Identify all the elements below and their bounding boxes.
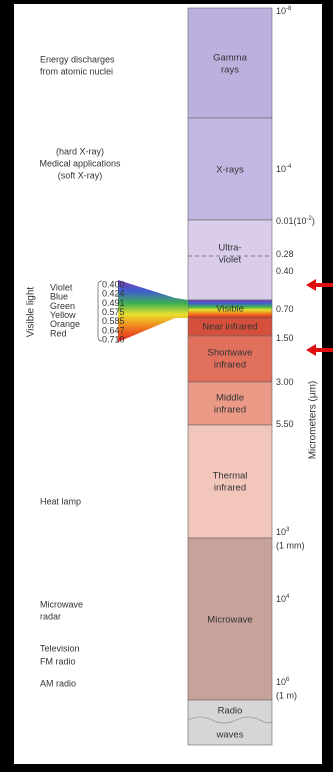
scale-text: 0.28 xyxy=(276,249,294,259)
scale-label: (1 mm) xyxy=(276,540,305,550)
band-label: infrared xyxy=(214,483,246,494)
scale-base: 10 xyxy=(276,164,286,174)
scale-after: ) xyxy=(312,216,315,226)
scale-base: 10 xyxy=(276,527,286,537)
scale-text: 0.40 xyxy=(276,266,294,276)
band-label: Radio xyxy=(218,706,243,717)
scale-label: 0.70 xyxy=(276,304,294,314)
band-label: X-rays xyxy=(216,165,244,176)
use-label: Heat lamp xyxy=(40,496,81,506)
scale-exp: -8 xyxy=(286,6,292,12)
band-label: infrared xyxy=(214,405,246,416)
band-label: rays xyxy=(221,65,239,76)
scale-label: 1.50 xyxy=(276,333,294,343)
band-label: Near infrared xyxy=(202,322,257,333)
band-label: Thermal xyxy=(213,471,248,482)
scale-base: 10 xyxy=(276,677,286,687)
scale-label: 0.28 xyxy=(276,249,294,259)
scale-exp: -4 xyxy=(286,164,292,170)
scale-base: 10 xyxy=(276,6,286,16)
band-label: Gamma xyxy=(213,53,248,64)
use-label: (hard X-ray) xyxy=(56,146,104,156)
band-label: infrared xyxy=(214,360,246,371)
use-label: AM radio xyxy=(40,678,76,688)
band-label: Visible xyxy=(216,304,244,315)
wavelength: 0.710 xyxy=(102,335,125,345)
scale-base: 10 xyxy=(276,594,286,604)
band-label: waves xyxy=(216,730,244,741)
color-name: Red xyxy=(50,328,67,338)
scale-label: 5.50 xyxy=(276,419,294,429)
scale-text: 5.50 xyxy=(276,419,294,429)
band-label: Middle xyxy=(216,393,244,404)
use-label: Microwave xyxy=(40,599,83,609)
band-label: Ultra- xyxy=(218,243,241,254)
scale-label: 3.00 xyxy=(276,377,294,387)
band-label: violet xyxy=(219,255,242,266)
scale-label: (1 m) xyxy=(276,690,297,700)
visible-title: Visible light xyxy=(26,287,37,338)
use-label: Medical applications xyxy=(39,158,121,168)
scale-text: 0.70 xyxy=(276,304,294,314)
band-label: Microwave xyxy=(207,615,252,626)
use-label: from atomic nuclei xyxy=(40,66,113,76)
diagram: Micrometers (μm) Visible light Gammarays… xyxy=(0,0,333,772)
use-label: (soft X-ray) xyxy=(58,170,103,180)
scale-label: 0.40 xyxy=(276,266,294,276)
scale-text: 0.01(10 xyxy=(276,216,307,226)
use-label: FM radio xyxy=(40,656,76,666)
scale-text: 1.50 xyxy=(276,333,294,343)
use-label: Energy discharges xyxy=(40,54,115,64)
axis-title: Micrometers (μm) xyxy=(308,381,319,460)
use-label: radar xyxy=(40,611,61,621)
scale-text: 3.00 xyxy=(276,377,294,387)
spectrum-column xyxy=(188,8,272,745)
use-label: Television xyxy=(40,643,80,653)
band-label: Shortwave xyxy=(208,348,253,359)
